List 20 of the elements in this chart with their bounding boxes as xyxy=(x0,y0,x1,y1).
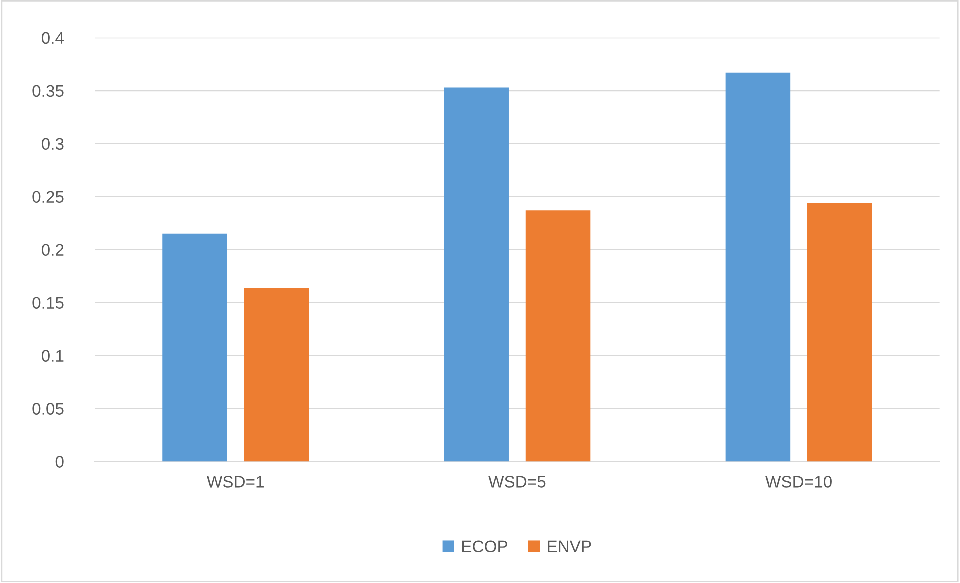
bar xyxy=(162,234,228,462)
bar xyxy=(444,88,509,462)
bar xyxy=(807,203,872,462)
y-tick-label: 0.2 xyxy=(42,244,64,256)
y-tick-label: 0.1 xyxy=(42,350,64,362)
legend-label: ECOP xyxy=(462,540,508,553)
y-tick-label: 0.35 xyxy=(32,85,64,98)
bar xyxy=(526,210,591,462)
bar xyxy=(726,72,791,462)
y-tick-label: 0.25 xyxy=(32,191,64,204)
y-tick-label: 0.3 xyxy=(42,138,64,150)
y-tick-label: 0.15 xyxy=(32,297,64,309)
x-tick-label: WSD=10 xyxy=(766,476,832,488)
bar xyxy=(244,288,310,462)
x-tick-label: WSD=5 xyxy=(488,476,546,488)
legend-label: ENVP xyxy=(548,540,592,552)
y-tick-label: 0.4 xyxy=(42,32,64,44)
x-tick-label: WSD=1 xyxy=(206,476,264,488)
y-tick-label: 0.05 xyxy=(32,403,64,415)
y-tick-label: 0 xyxy=(56,456,64,468)
